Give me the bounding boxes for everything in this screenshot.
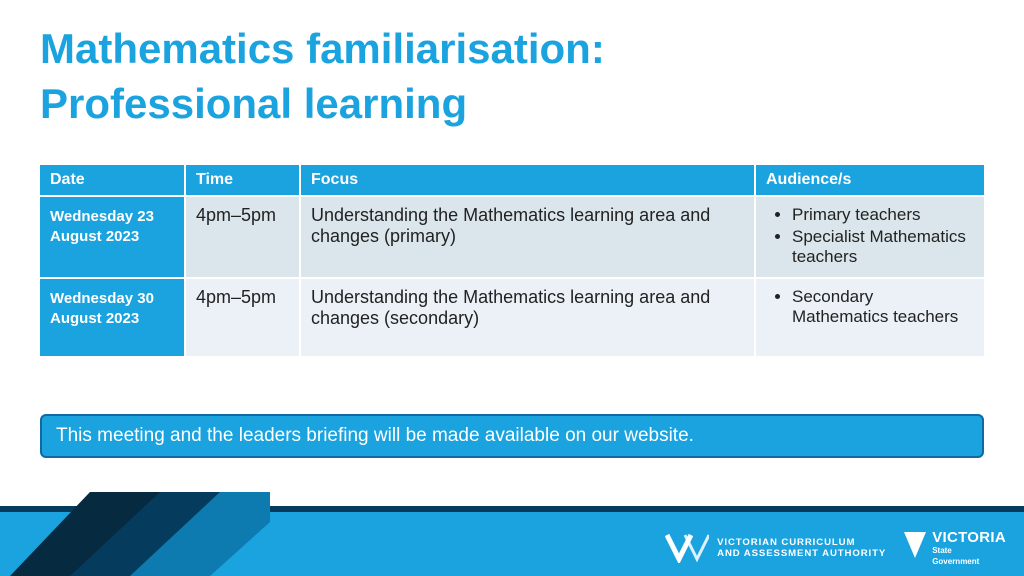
cell-time: 4pm–5pm	[185, 278, 300, 356]
vcaa-text: VICTORIAN CURRICULUM AND ASSESSMENT AUTH…	[717, 537, 886, 559]
cell-focus: Understanding the Mathematics learning a…	[300, 278, 755, 356]
victoria-gov-logo: VICTORIA State Government	[904, 530, 1006, 566]
vic-toria: TORIA	[958, 529, 1006, 546]
footer-logos: VICTORIAN CURRICULUM AND ASSESSMENT AUTH…	[665, 530, 1006, 566]
vcaa-line2: AND ASSESSMENT AUTHORITY	[717, 548, 886, 559]
vic-pre: VIC	[932, 529, 958, 546]
table-col-header: Focus	[300, 165, 755, 196]
table-col-header: Date	[40, 165, 185, 196]
page-title: Mathematics familiarisation: Professiona…	[40, 22, 605, 131]
title-line-1: Mathematics familiarisation:	[40, 25, 605, 72]
cell-date: Wednesday 30 August 2023	[40, 278, 185, 356]
table-col-header: Audience/s	[755, 165, 984, 196]
table-row: Wednesday 23 August 20234pm–5pmUnderstan…	[40, 196, 984, 278]
cell-focus: Understanding the Mathematics learning a…	[300, 196, 755, 278]
callout-text: This meeting and the leaders briefing wi…	[56, 425, 694, 446]
cell-time: 4pm–5pm	[185, 196, 300, 278]
table-header-row: DateTimeFocusAudience/s	[40, 165, 984, 196]
audience-item: Secondary Mathematics teachers	[792, 287, 974, 327]
audience-item: Primary teachers	[792, 205, 974, 225]
cell-date: Wednesday 23 August 2023	[40, 196, 185, 278]
cell-audience: Secondary Mathematics teachers	[755, 278, 984, 356]
table: DateTimeFocusAudience/s Wednesday 23 Aug…	[40, 165, 984, 356]
victoria-text: VICTORIA State Government	[932, 530, 1006, 566]
audience-item: Specialist Mathematics teachers	[792, 227, 974, 267]
schedule-table: DateTimeFocusAudience/s Wednesday 23 Aug…	[40, 165, 984, 356]
vic-sub1: State	[932, 547, 1006, 555]
victoria-triangle-icon	[904, 530, 926, 560]
vcaa-logo: VICTORIAN CURRICULUM AND ASSESSMENT AUTH…	[665, 533, 886, 563]
cell-audience: Primary teachersSpecialist Mathematics t…	[755, 196, 984, 278]
title-line-2: Professional learning	[40, 80, 467, 127]
vcaa-line1: VICTORIAN CURRICULUM	[717, 537, 886, 548]
table-row: Wednesday 30 August 20234pm–5pmUnderstan…	[40, 278, 984, 356]
vic-sub2: Government	[932, 558, 1006, 566]
info-callout: This meeting and the leaders briefing wi…	[40, 414, 984, 458]
vcaa-mark-icon	[665, 533, 709, 563]
table-col-header: Time	[185, 165, 300, 196]
slide: Mathematics familiarisation: Professiona…	[0, 0, 1024, 576]
